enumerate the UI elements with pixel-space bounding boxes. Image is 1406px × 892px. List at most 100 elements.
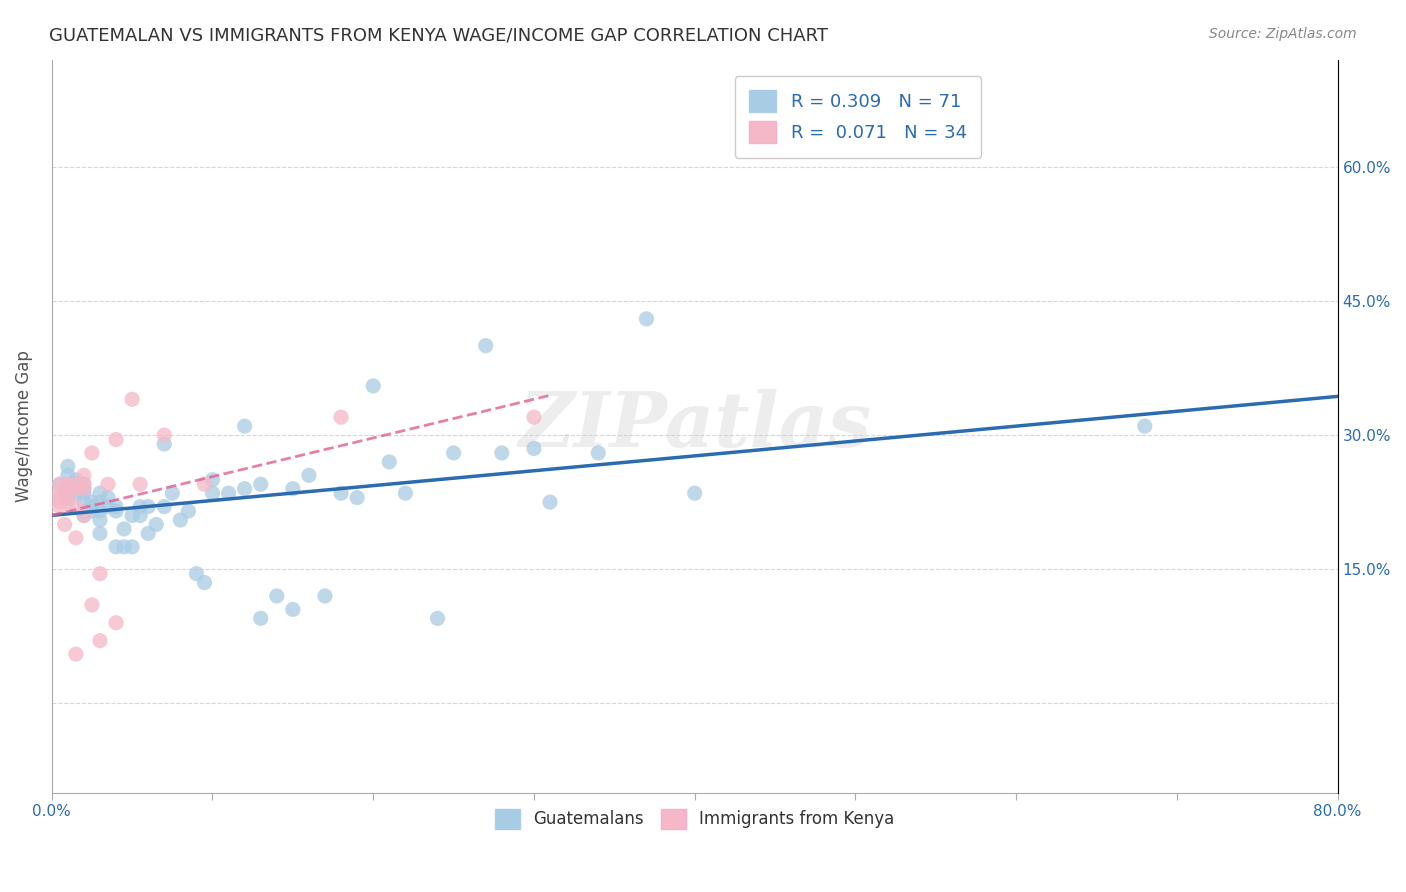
Point (281, 602, 304, 616)
Point (162, 486, 184, 500)
Point (97, 491, 120, 505)
Point (89, 513, 111, 527)
Point (129, 508, 152, 523)
Point (73, 477, 96, 491)
Point (73, 508, 96, 523)
Point (49, 477, 72, 491)
Point (193, 477, 215, 491)
Point (56, 468, 79, 483)
Point (89, 526, 111, 541)
Point (121, 508, 143, 523)
Point (105, 615, 128, 630)
Point (169, 513, 191, 527)
Point (105, 500, 128, 514)
Point (443, 446, 465, 460)
Point (73, 482, 96, 496)
Point (80, 495, 103, 509)
Point (73, 486, 96, 500)
Point (474, 339, 496, 353)
Point (65, 477, 87, 491)
Point (201, 486, 224, 500)
Point (112, 540, 135, 554)
Point (636, 311, 658, 326)
Point (683, 486, 706, 500)
Point (97, 477, 120, 491)
Point (121, 392, 143, 407)
Point (346, 491, 368, 505)
Point (177, 504, 200, 518)
Point (193, 575, 215, 590)
Point (56, 477, 79, 491)
Point (330, 410, 353, 425)
Point (523, 442, 546, 456)
Point (201, 473, 224, 487)
Point (129, 477, 152, 491)
Point (105, 504, 128, 518)
Point (394, 486, 416, 500)
Point (73, 477, 96, 491)
Point (65, 647, 87, 661)
Point (129, 500, 152, 514)
Point (145, 517, 167, 532)
Point (65, 486, 87, 500)
Point (233, 482, 256, 496)
Point (89, 486, 111, 500)
Point (65, 482, 87, 496)
Point (218, 486, 240, 500)
Point (153, 428, 176, 442)
Point (73, 468, 96, 483)
Point (65, 531, 87, 545)
Point (65, 477, 87, 491)
Point (249, 611, 271, 625)
Point (105, 433, 128, 447)
Point (80, 500, 103, 514)
Point (491, 446, 513, 460)
Point (80, 446, 103, 460)
Point (378, 455, 401, 469)
Point (105, 540, 128, 554)
Point (97, 500, 120, 514)
Text: Source: ZipAtlas.com: Source: ZipAtlas.com (1209, 27, 1357, 41)
Point (80, 504, 103, 518)
Point (65, 473, 87, 487)
Point (49, 500, 72, 514)
Point (53, 482, 76, 496)
Point (73, 495, 96, 509)
Point (538, 495, 561, 509)
Point (80, 598, 103, 612)
Point (136, 526, 159, 541)
Point (89, 504, 111, 518)
Point (73, 504, 96, 518)
Point (586, 446, 609, 460)
Point (56, 486, 79, 500)
Point (53, 486, 76, 500)
Point (314, 589, 336, 603)
Point (65, 477, 87, 491)
Point (65, 500, 87, 514)
Point (298, 468, 321, 483)
Point (56, 495, 79, 509)
Point (56, 477, 79, 491)
Point (249, 477, 271, 491)
Point (266, 589, 288, 603)
Point (56, 491, 79, 505)
Point (89, 633, 111, 648)
Point (56, 459, 79, 474)
Point (523, 410, 546, 425)
Point (89, 495, 111, 509)
Point (73, 508, 96, 523)
Point (330, 486, 353, 500)
Point (121, 540, 143, 554)
Text: ZIPatlas: ZIPatlas (519, 389, 872, 463)
Point (53, 517, 76, 532)
Point (153, 500, 176, 514)
Y-axis label: Wage/Income Gap: Wage/Income Gap (15, 351, 32, 502)
Point (49, 486, 72, 500)
Point (49, 495, 72, 509)
Point (89, 566, 111, 581)
Point (73, 482, 96, 496)
Point (233, 419, 256, 434)
Point (56, 486, 79, 500)
Point (1133, 419, 1156, 434)
Text: GUATEMALAN VS IMMIGRANTS FROM KENYA WAGE/INCOME GAP CORRELATION CHART: GUATEMALAN VS IMMIGRANTS FROM KENYA WAGE… (49, 27, 828, 45)
